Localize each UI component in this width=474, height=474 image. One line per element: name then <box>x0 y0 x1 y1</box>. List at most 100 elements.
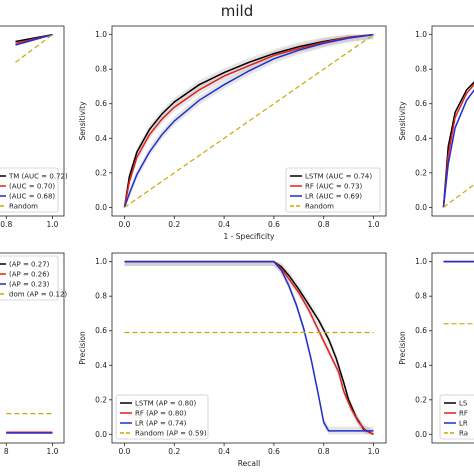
legend-box <box>439 394 474 440</box>
x-axis-label: Recall <box>238 459 260 468</box>
axes-frame <box>111 252 387 444</box>
series-line-random <box>443 183 474 208</box>
axes-frame <box>0 25 65 217</box>
series-line-lr <box>124 260 374 432</box>
x-tick-label: 0.0 <box>118 447 130 456</box>
legend-label: (AUC = 0.68) <box>9 193 55 201</box>
figure-title: mild <box>221 2 253 20</box>
legend-label: Random (AP = 0.59) <box>135 430 207 438</box>
legend-box <box>285 167 381 213</box>
x-tick-label: 0.8 <box>0 220 12 229</box>
y-tick-label: 0.4 <box>95 134 107 143</box>
y-tick-label: 0.4 <box>415 361 427 370</box>
axes-frame <box>111 25 387 217</box>
x-tick-label: 0.8 <box>318 447 330 456</box>
x-tick-label: 0.0 <box>118 220 130 229</box>
x-tick-label: 0.6 <box>268 220 280 229</box>
legend-label: Random <box>9 203 38 211</box>
legend: TM (AUC = 0.72) (AUC = 0.70) (AUC = 0.68) R… <box>0 167 68 213</box>
legend: LS RF LR Ra <box>439 394 474 440</box>
y-tick-label: 0.6 <box>95 99 107 108</box>
panel-roc-right-partial: 0.0 0.2 0.4 0.6 0.8 1.0 Sensitivity <box>398 25 474 217</box>
y-tick-label: 0.4 <box>95 361 107 370</box>
panel-pr-right-partial: 0.0 0.2 0.4 0.6 0.8 1.0 Precision LS RF LR Ra <box>398 252 474 444</box>
y-axis-label: Sensitivity <box>398 101 407 141</box>
y-tick-label: 0.2 <box>415 395 427 404</box>
series-line-lstm <box>123 33 374 208</box>
legend-label: (AP = 0.23) <box>9 281 50 289</box>
legend-box <box>0 255 59 301</box>
x-tick-label: 0.6 <box>268 447 280 456</box>
x-axis-label: 1 - Specificity <box>224 232 275 241</box>
y-tick-label: 1.0 <box>415 257 427 266</box>
y-tick-label: 0.2 <box>415 168 427 177</box>
series-line-rf <box>123 33 374 208</box>
y-tick-label: 0.8 <box>415 65 427 74</box>
legend-label: Ra <box>459 430 468 438</box>
axes-frame <box>431 252 474 444</box>
series-line-lr <box>15 33 53 46</box>
legend-label: (AP = 0.26) <box>9 271 50 279</box>
series-line-lr <box>123 33 374 208</box>
x-tick-label: 0.2 <box>168 220 180 229</box>
legend: LSTM (AP = 0.80) RF (AP = 0.80) LR (AP = 0… <box>115 394 209 440</box>
axes-frame <box>0 252 65 444</box>
x-tick-label: 1.0 <box>46 220 58 229</box>
legend-label: RF (AP = 0.80) <box>135 410 187 418</box>
y-tick-label: 1.0 <box>415 30 427 39</box>
legend-label: RF (AUC = 0.73) <box>305 183 363 191</box>
legend-label: LSTM (AUC = 0.74) <box>305 173 372 181</box>
x-tick-label: 0.4 <box>218 447 230 456</box>
y-tick-label: 1.0 <box>95 30 107 39</box>
confidence-band <box>124 34 374 208</box>
y-tick-label: 0.0 <box>415 203 427 212</box>
x-tick-label: 1.0 <box>368 220 380 229</box>
y-axis-label: Sensitivity <box>78 101 87 141</box>
x-tick-label: 1.0 <box>46 447 58 456</box>
y-tick-label: 0.6 <box>415 99 427 108</box>
panel-roc-left-partial: 0.8 1.0 TM (AUC = 0.72) (AUC = 0.70) (AUC = … <box>0 25 68 229</box>
y-tick-label: 0.0 <box>95 430 107 439</box>
x-tick-label: 8 <box>4 447 9 456</box>
y-axis-label: Precision <box>78 331 87 365</box>
panel-pr-left-partial: 8 1.0 (AP = 0.27) (AP = 0.26) (AP = 0.23) dom… <box>0 252 67 456</box>
legend: LSTM (AUC = 0.74) RF (AUC = 0.73) LR (AUC … <box>285 167 381 213</box>
axes-frame <box>431 25 474 217</box>
series-line-lr <box>442 89 474 208</box>
legend-label: LSTM (AP = 0.80) <box>135 400 197 408</box>
x-tick-label: 0.4 <box>218 220 230 229</box>
legend-label: LR (AP = 0.74) <box>135 420 187 428</box>
y-tick-label: 0.6 <box>415 326 427 335</box>
x-tick-label: 0.8 <box>318 220 330 229</box>
panel-pr-mild: 0.0 0.2 0.4 0.6 0.8 1.0 0.0 0.2 0.4 0.6 0.8 1.0 Reca… <box>78 252 387 468</box>
legend-label: Random <box>305 203 334 211</box>
confidence-band <box>124 261 374 435</box>
legend: (AP = 0.27) (AP = 0.26) (AP = 0.23) dom (AP… <box>0 255 67 301</box>
y-tick-label: 0.0 <box>95 203 107 212</box>
x-tick-label: 1.0 <box>368 447 380 456</box>
legend-label: (AUC = 0.70) <box>9 183 55 191</box>
legend-label: (AP = 0.27) <box>9 261 50 269</box>
y-tick-label: 0.8 <box>95 65 107 74</box>
legend-label: dom (AP = 0.12) <box>9 291 67 299</box>
y-tick-label: 0.0 <box>415 430 427 439</box>
y-tick-label: 0.6 <box>95 326 107 335</box>
y-tick-label: 0.8 <box>415 292 427 301</box>
y-tick-label: 1.0 <box>95 257 107 266</box>
y-tick-label: 0.4 <box>415 134 427 143</box>
legend-label: LS <box>459 400 468 408</box>
legend-box <box>115 394 209 440</box>
series-line-random <box>124 34 374 208</box>
y-tick-label: 0.2 <box>95 395 107 404</box>
y-tick-label: 0.2 <box>95 168 107 177</box>
y-axis-label: Precision <box>398 331 407 365</box>
y-tick-label: 0.8 <box>95 292 107 301</box>
legend-label: RF <box>459 410 468 418</box>
legend-label: TM (AUC = 0.72) <box>8 173 68 181</box>
legend-box <box>0 167 59 213</box>
legend-label: LR (AUC = 0.69) <box>305 193 362 201</box>
legend-label: LR <box>459 420 468 428</box>
x-tick-label: 0.2 <box>168 447 180 456</box>
panels: 0.0 0.2 0.4 0.6 0.8 1.0 0.0 0.2 0.4 0.6 0.8 1.0 1 - … <box>0 25 474 468</box>
